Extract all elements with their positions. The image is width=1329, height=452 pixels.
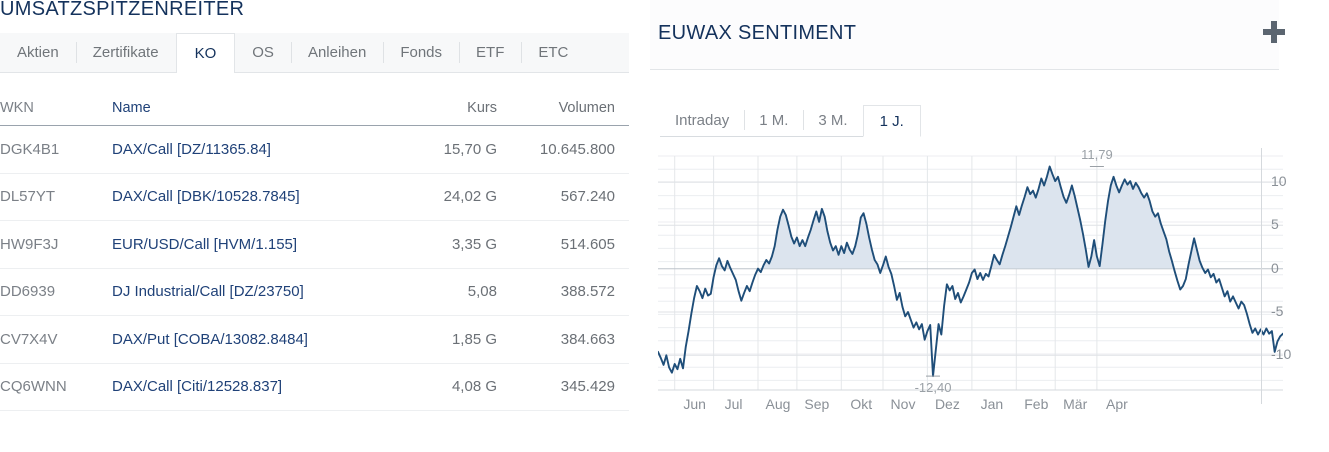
x-tick-label: Nov (890, 396, 916, 412)
sentiment-chart[interactable] (658, 148, 1283, 404)
cell-wkn: CQ6WNN (0, 378, 67, 396)
table-row[interactable]: DD6939 DJ Industrial/Call [DZ/23750] 5,0… (0, 269, 629, 316)
cell-kurs: 24,02 G (443, 188, 497, 206)
x-tick-label: Aug (765, 396, 791, 412)
tab-zertifikate[interactable]: Zertifikate (75, 33, 176, 72)
cell-volumen: 514.605 (560, 235, 615, 253)
x-tick-label: Feb (1024, 396, 1049, 412)
cell-name[interactable]: DAX/Put [COBA/13082.8484] (112, 330, 308, 348)
cell-name[interactable]: EUR/USD/Call [HVM/1.155] (112, 235, 298, 253)
y-tick-label: -10 (1271, 346, 1292, 363)
x-tick-label: Jul (724, 396, 743, 412)
cell-kurs: 5,08 (467, 283, 497, 301)
y-tick-label: 10 (1271, 173, 1287, 189)
cell-kurs: 4,08 G (451, 378, 497, 396)
cell-kurs: 1,85 G (451, 330, 497, 348)
tab-fonds[interactable]: Fonds (383, 33, 459, 72)
y-tick-label: -5 (1271, 303, 1284, 319)
tab-anleihen[interactable]: Anleihen (290, 33, 383, 72)
instrument-type-tabs: Aktien Zertifikate KO OS Anleihen Fonds … (0, 33, 629, 73)
plus-icon[interactable] (1263, 21, 1285, 43)
x-tick-label: Jun (683, 396, 706, 412)
chart-max-label: 11,79 (1081, 146, 1113, 162)
umsatzspitzenreiter-panel: UMSATZSPITZENREITER Aktien Zertifikate K… (0, 0, 629, 452)
tab-etc[interactable]: ETC (521, 33, 585, 72)
y-tick-label: 0 (1271, 259, 1279, 276)
cell-wkn: HW9F3J (0, 235, 59, 253)
table-header-row: WKN Name Kurs Volumen (0, 86, 629, 126)
x-tick-label: Apr (1105, 396, 1128, 412)
panel-header: EUWAX SENTIMENT (650, 0, 1285, 70)
cell-volumen: 384.663 (560, 330, 615, 348)
cell-wkn: CV7X4V (0, 330, 58, 348)
page-title: UMSATZSPITZENREITER (0, 0, 245, 20)
cell-wkn: DL57YT (0, 188, 56, 206)
x-tick-label: Mär (1063, 396, 1088, 412)
panel-title: EUWAX SENTIMENT (658, 22, 857, 44)
cell-volumen: 567.240 (560, 188, 615, 206)
cell-wkn: DD6939 (0, 283, 56, 301)
table-row[interactable]: DL57YT DAX/Call [DBK/10528.7845] 24,02 G… (0, 174, 629, 221)
table-row[interactable]: CQ6WNN DAX/Call [Citi/12528.837] 4,08 G … (0, 364, 629, 411)
x-tick-label: Okt (850, 396, 873, 412)
cell-name[interactable]: DAX/Call [DZ/11365.84] (112, 140, 271, 158)
tab-os[interactable]: OS (252, 44, 274, 61)
tab-intraday[interactable]: Intraday (660, 105, 745, 137)
table-row[interactable]: CV7X4V DAX/Put [COBA/13082.8484] 1,85 G … (0, 316, 629, 364)
x-tick-label: Jan (980, 396, 1004, 412)
tab-1-month[interactable]: 1 M. (744, 105, 804, 137)
cell-wkn: DGK4B1 (0, 140, 60, 158)
tab-ko[interactable]: KO (175, 33, 236, 73)
column-header-wkn[interactable]: WKN (0, 100, 34, 116)
chart-x-axis: Jun Jul Aug Sep Okt Nov Dez Jan Feb Mär Apr (658, 396, 1283, 418)
column-header-kurs[interactable]: Kurs (467, 100, 497, 116)
cell-name[interactable]: DAX/Call [DBK/10528.7845] (112, 188, 300, 206)
y-axis-line (1261, 148, 1262, 404)
cell-volumen: 345.429 (560, 378, 615, 396)
cell-name[interactable]: DJ Industrial/Call [DZ/23750] (112, 283, 304, 301)
cell-kurs: 15,70 G (443, 140, 497, 158)
top-volume-table: WKN Name Kurs Volumen DGK4B1 DAX/Call [D… (0, 86, 629, 411)
tab-3-months[interactable]: 3 M. (803, 105, 863, 137)
chart-min-label: -12,40 (914, 380, 952, 396)
cell-name[interactable]: DAX/Call [Citi/12528.837] (112, 378, 283, 396)
x-tick-label: Sep (804, 396, 830, 412)
tab-aktien[interactable]: Aktien (17, 44, 59, 61)
table-row[interactable]: HW9F3J EUR/USD/Call [HVM/1.155] 3,35 G 5… (0, 221, 629, 269)
column-header-name[interactable]: Name (112, 100, 151, 116)
time-range-tabs: Intraday 1 M. 3 M. 1 J. (660, 105, 921, 137)
sentiment-chart-svg (658, 155, 1283, 391)
column-header-volumen[interactable]: Volumen (558, 100, 615, 116)
cell-kurs: 3,35 G (451, 235, 497, 253)
tab-etf[interactable]: ETF (459, 33, 521, 72)
euwax-sentiment-panel: EUWAX SENTIMENT Intraday 1 M. 3 M. 1 J. … (650, 0, 1329, 452)
y-tick-label: 5 (1271, 216, 1279, 233)
cell-volumen: 388.572 (560, 283, 615, 301)
x-tick-label: Dez (934, 396, 960, 412)
cell-volumen: 10.645.800 (539, 140, 615, 158)
tab-1-year[interactable]: 1 J. (862, 105, 921, 137)
table-row[interactable]: DGK4B1 DAX/Call [DZ/11365.84] 15,70 G 10… (0, 126, 629, 174)
